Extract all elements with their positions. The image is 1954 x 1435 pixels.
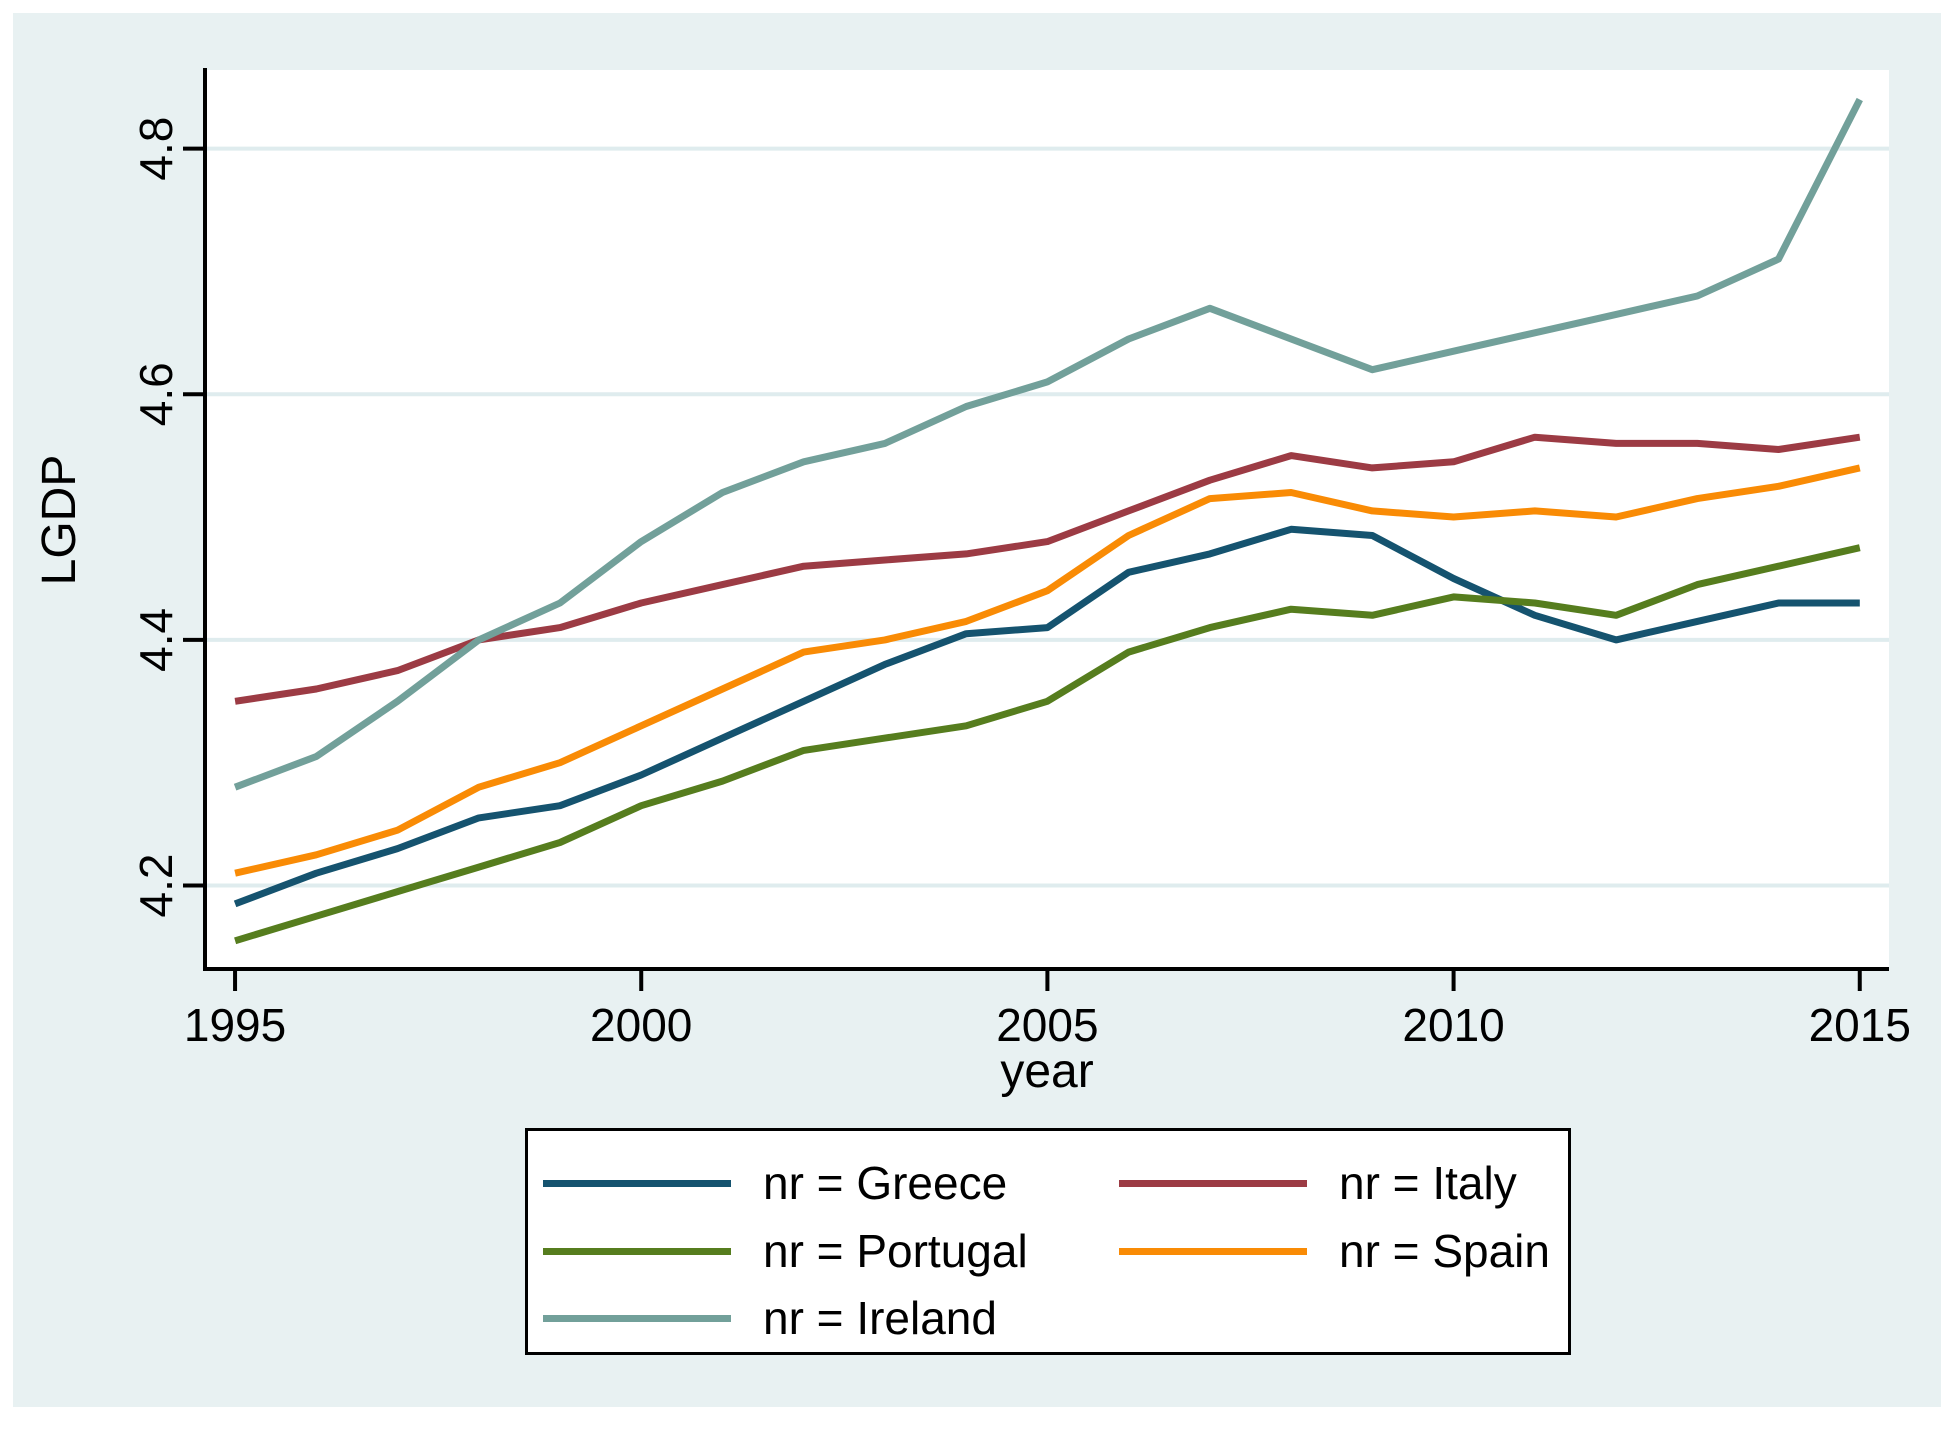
x-axis-title: year [1000, 1045, 1094, 1098]
legend-swatch-italy [1119, 1179, 1307, 1187]
legend-swatch-ireland [543, 1314, 731, 1322]
series-line-italy [234, 433, 1861, 705]
legend-swatch-portugal [543, 1247, 731, 1255]
legend-item-italy: nr = Italy [1119, 1157, 1517, 1209]
legend-item-greece: nr = Greece [543, 1157, 1007, 1209]
x-tick-label: 2005 [996, 999, 1098, 1051]
legend-item-portugal: nr = Portugal [543, 1225, 1028, 1277]
y-tick-label: 4.6 [130, 362, 182, 426]
x-tick-label: 1995 [184, 999, 286, 1051]
legend: nr = Greece nr = Italy nr = Portugal nr … [525, 1128, 1571, 1355]
series-line-spain [234, 464, 1861, 877]
series-line-portugal [234, 544, 1861, 945]
series-line-ireland [233, 97, 1863, 791]
legend-label-spain: nr = Spain [1339, 1225, 1550, 1277]
legend-label-greece: nr = Greece [763, 1157, 1008, 1209]
series-line-greece [233, 525, 1860, 908]
legend-label-italy: nr = Italy [1339, 1157, 1517, 1209]
plot-area [205, 70, 1889, 969]
legend-item-ireland: nr = Ireland [543, 1292, 997, 1344]
y-tick-label: 4.8 [130, 117, 182, 181]
legend-swatch-spain [1119, 1247, 1307, 1255]
y-axis-title: LGDP [33, 454, 86, 586]
x-tick-label: 2010 [1402, 999, 1504, 1051]
x-tick-label: 2015 [1809, 999, 1911, 1051]
legend-label-portugal: nr = Portugal [763, 1225, 1028, 1277]
legend-label-ireland: nr = Ireland [763, 1292, 997, 1344]
legend-swatch-greece [543, 1179, 731, 1187]
y-tick-label: 4.4 [130, 608, 182, 672]
legend-item-spain: nr = Spain [1119, 1225, 1550, 1277]
x-tick-label: 2000 [590, 999, 692, 1051]
y-tick-label: 4.2 [130, 854, 182, 918]
